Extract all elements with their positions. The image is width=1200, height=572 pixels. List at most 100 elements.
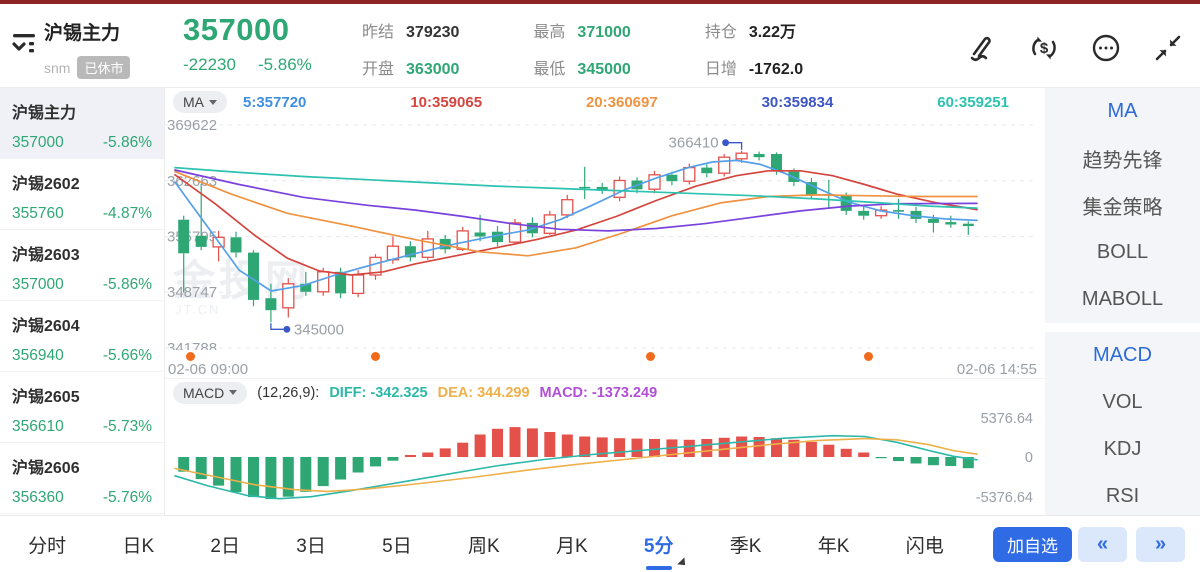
svg-text:348747: 348747 <box>167 284 217 301</box>
tab-闪电[interactable]: 闪电 <box>905 535 944 557</box>
stat-持仓: 持仓 3.22万 <box>704 24 796 41</box>
session-break-dot <box>186 352 195 361</box>
instrument-code: snm <box>44 59 71 76</box>
contract-name: 沪锡2602 <box>12 176 80 193</box>
indicator-item-MA[interactable]: MA <box>1107 100 1138 122</box>
svg-text:355705: 355705 <box>167 229 217 246</box>
macd-value: DIFF: -342.325 <box>329 384 428 401</box>
contract-price: 356610 <box>12 418 64 435</box>
indicator-item-MABOLL[interactable]: MABOLL <box>1081 288 1164 310</box>
contract-price: 355760 <box>12 205 64 222</box>
ma-values: 5:357720 10:359065 20:360697 30:359834 60:35… <box>237 94 1045 111</box>
tab-日K[interactable]: 日K <box>122 535 155 557</box>
macd-params: (12,26,9): <box>257 384 320 401</box>
ma-selector-label: MA <box>183 94 204 110</box>
pager-prev-button[interactable]: « <box>1078 527 1127 562</box>
currency-refresh-icon[interactable]: $ <box>1028 32 1060 64</box>
indicator-item-VOL[interactable]: VOL <box>1102 391 1143 413</box>
last-price: 357000 <box>183 12 290 47</box>
more-options-icon[interactable] <box>1090 32 1122 64</box>
tab-年K[interactable]: 年K <box>817 535 850 557</box>
instrument-name: 沪锡主力 <box>44 23 121 44</box>
contract-pct: -5.73% <box>102 418 152 435</box>
macd-values: DIFF: -342.325 DEA: 344.299 MACD: -1373.24… <box>329 385 657 401</box>
indicator-item-KDJ[interactable]: KDJ <box>1103 438 1142 460</box>
indicator-item-RSI[interactable]: RSI <box>1105 485 1140 507</box>
svg-text:-5376.64: -5376.64 <box>976 490 1033 506</box>
pager-next-button[interactable]: » <box>1136 527 1185 562</box>
instrument-block: 沪锡主力 snm 已休市 <box>44 18 131 79</box>
period-tabs: 分时 日K 2日 3日 5日 周K 月K 5分 季K 年K 闪电 <box>0 516 972 572</box>
draw-tool-icon[interactable] <box>966 32 998 64</box>
contract-pct: -5.86% <box>102 276 152 293</box>
indicator-item-MACD[interactable]: MACD <box>1093 344 1152 366</box>
candlestick-chart[interactable]: 369622 362663 355705 348747 341788 366410 3450… <box>165 116 1045 357</box>
list-item[interactable]: 沪锡2606 356360 -5.76% <box>0 443 164 514</box>
macd-chart[interactable]: 5376.64 0 -5376.64 <box>165 406 1045 508</box>
indicator-item-BOLL[interactable]: BOLL <box>1096 241 1149 263</box>
list-item[interactable]: 沪锡2603 357000 -5.86% <box>0 230 164 301</box>
contract-pct: -5.66% <box>102 347 152 364</box>
tab-季K[interactable]: 季K <box>729 535 762 557</box>
period-bar: 分时 日K 2日 3日 5日 周K 月K 5分 季K 年K 闪电 加自选 « » <box>0 515 1200 572</box>
tab-分时[interactable]: 分时 <box>28 535 67 557</box>
ma-value: 30:359834 <box>761 93 834 111</box>
contract-pct: -5.86% <box>102 134 152 151</box>
svg-text:345000: 345000 <box>294 321 344 338</box>
contract-price: 357000 <box>12 276 64 293</box>
indicator-item-集金策略[interactable]: 集金策略 <box>1082 197 1163 219</box>
ma-value: 60:359251 <box>937 93 1009 111</box>
ma-value: 20:360697 <box>585 93 658 111</box>
header: 沪锡主力 snm 已休市 357000 -22230 -5.86% 昨结 3792… <box>0 4 1200 88</box>
ma-value: 10:359065 <box>410 93 483 111</box>
list-item[interactable]: 沪锡主力 357000 -5.86% <box>0 88 164 159</box>
tab-2日[interactable]: 2日 <box>210 535 240 557</box>
contract-price: 356360 <box>12 489 64 506</box>
contract-price: 357000 <box>12 134 64 151</box>
stat-最低: 最低 345000 <box>533 61 631 78</box>
contract-name: 沪锡主力 <box>12 105 77 122</box>
session-break-dot <box>646 352 655 361</box>
ma-value: 5:357720 <box>243 93 307 111</box>
chevron-down-icon <box>209 99 217 105</box>
market-list-toggle-icon[interactable] <box>10 28 40 62</box>
tab-5分[interactable]: 5分 <box>642 527 689 570</box>
price-block: 357000 -22230 -5.86% <box>183 12 312 75</box>
svg-text:369622: 369622 <box>167 117 217 134</box>
chart-region: MA 5:357720 10:359065 20:360697 30:359834 60… <box>165 88 1045 515</box>
list-item[interactable]: 沪锡2604 356940 -5.66% <box>0 301 164 372</box>
svg-text:341788: 341788 <box>167 340 217 350</box>
contract-pct: -5.76% <box>102 489 152 506</box>
svg-text:$: $ <box>1040 40 1049 57</box>
market-status-badge: 已休市 <box>77 56 131 79</box>
macd-selector-button[interactable]: MACD <box>173 381 248 404</box>
chevron-down-icon <box>229 390 238 395</box>
session-break-dot <box>371 352 380 361</box>
add-to-watchlist-button[interactable]: 加自选 <box>993 527 1072 562</box>
macd-indicator-bar: MACD (12,26,9): DIFF: -342.325 DEA: 344.2… <box>165 378 1045 406</box>
time-axis-end: 02-06 14:55 <box>956 361 1037 378</box>
svg-text:366410: 366410 <box>669 135 719 152</box>
collapse-fullscreen-icon[interactable] <box>1152 32 1184 64</box>
list-item[interactable]: 沪锡2602 355760 -4.87% <box>0 159 164 230</box>
watchlist: 沪锡主力 357000 -5.86% 沪锡2602 355760 -4.87% 沪锡2603… <box>0 88 165 515</box>
tab-3日[interactable]: 3日 <box>296 535 326 557</box>
time-axis-start: 02-06 09:00 <box>168 361 249 378</box>
header-stats: 昨结 379230 开盘 363000 最高 371000 最低 345000 持仓 3.22万日… <box>362 18 803 79</box>
header-toolbar: $ <box>966 32 1184 64</box>
macd-selector-label: MACD <box>183 384 225 401</box>
stat-开盘: 开盘 363000 <box>362 61 460 78</box>
tab-周K[interactable]: 周K <box>467 535 500 557</box>
session-break-dot <box>864 352 873 361</box>
tab-月K[interactable]: 月K <box>555 535 588 557</box>
stat-日增: 日增 -1762.0 <box>704 61 804 78</box>
contract-name: 沪锡2606 <box>12 460 80 477</box>
list-item[interactable]: 沪锡2605 356610 -5.73% <box>0 372 164 443</box>
tab-5日[interactable]: 5日 <box>382 535 412 557</box>
indicator-panel: MA 趋势先锋集金策略 BOLL MABOLL MACD VOL KDJ RSI <box>1045 88 1200 520</box>
ma-selector-button[interactable]: MA <box>173 91 227 113</box>
price-change-pct: -5.86% <box>257 55 312 74</box>
indicator-item-趋势先锋[interactable]: 趋势先锋 <box>1082 150 1163 172</box>
ma-indicator-bar: MA 5:357720 10:359065 20:360697 30:359834 60… <box>165 88 1045 116</box>
